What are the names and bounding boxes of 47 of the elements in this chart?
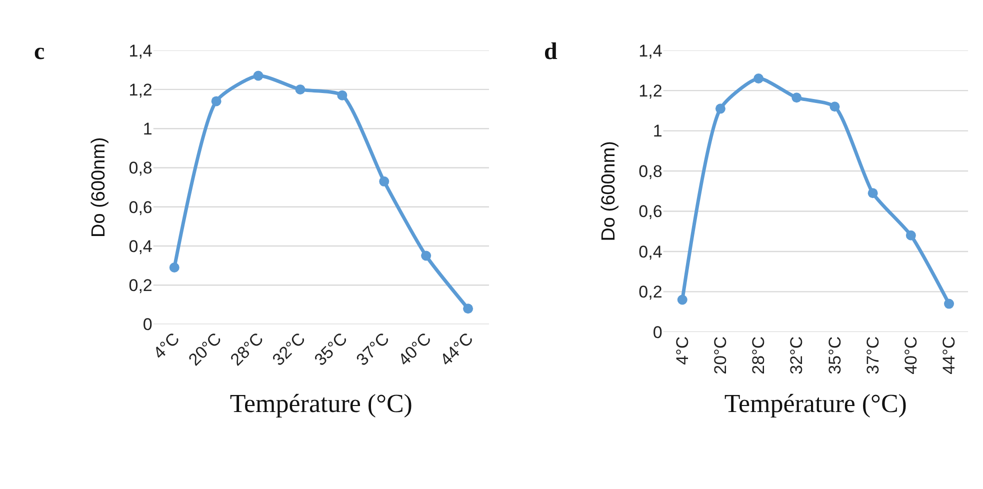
- y-tick-label: 1: [652, 122, 662, 141]
- y-axis-title: Do (600nm): [88, 137, 110, 238]
- point: [337, 90, 348, 100]
- point: [295, 84, 306, 94]
- x-tick-label: 32°C: [787, 336, 806, 374]
- y-axis-title: Do (600nm): [598, 140, 620, 242]
- y-tick-label: 0,2: [128, 276, 152, 296]
- point: [421, 250, 432, 261]
- y-tick-label: 0,2: [638, 282, 662, 302]
- y-tick-label: 0,6: [128, 198, 152, 217]
- y-tick-label: 0,4: [638, 242, 662, 262]
- point: [379, 176, 390, 186]
- y-tick-label: 0,6: [638, 202, 662, 222]
- x-tick-label: 44°C: [940, 336, 959, 374]
- point: [868, 188, 878, 198]
- y-tick-label: 0,8: [128, 158, 152, 178]
- y-tick-label: 1: [142, 120, 152, 139]
- y-tick-label: 0: [142, 315, 152, 334]
- x-tick-label: 35°C: [825, 336, 844, 374]
- x-tick-label: 4°C: [150, 329, 184, 363]
- y-tick-label: 0: [652, 322, 662, 342]
- point: [754, 73, 764, 84]
- y-tick-label: 1,2: [128, 80, 152, 100]
- point: [715, 104, 726, 114]
- point: [253, 70, 264, 81]
- chart-title: d: [544, 39, 558, 65]
- x-tick-label: 28°C: [749, 336, 768, 374]
- point: [211, 96, 222, 106]
- y-tick-label: 1,4: [638, 41, 662, 60]
- chart-title: c: [34, 39, 45, 65]
- point: [906, 230, 916, 240]
- x-axis-title: Température (°C): [230, 389, 412, 418]
- point: [169, 262, 180, 273]
- x-tick-label: 37°C: [863, 336, 882, 374]
- y-tick-label: 0,8: [638, 162, 662, 181]
- point: [830, 102, 840, 112]
- x-tick-label: 40°C: [901, 336, 920, 374]
- point: [944, 298, 954, 309]
- point: [677, 294, 688, 305]
- y-tick-label: 1,2: [638, 82, 662, 101]
- y-tick-label: 1,4: [128, 41, 152, 60]
- x-tick-label: 4°C: [672, 336, 692, 365]
- point: [792, 92, 802, 103]
- point: [463, 304, 474, 314]
- x-axis-title: Température (°C): [724, 389, 907, 418]
- y-tick-label: 0,4: [128, 236, 152, 256]
- x-tick-label: 20°C: [710, 336, 730, 374]
